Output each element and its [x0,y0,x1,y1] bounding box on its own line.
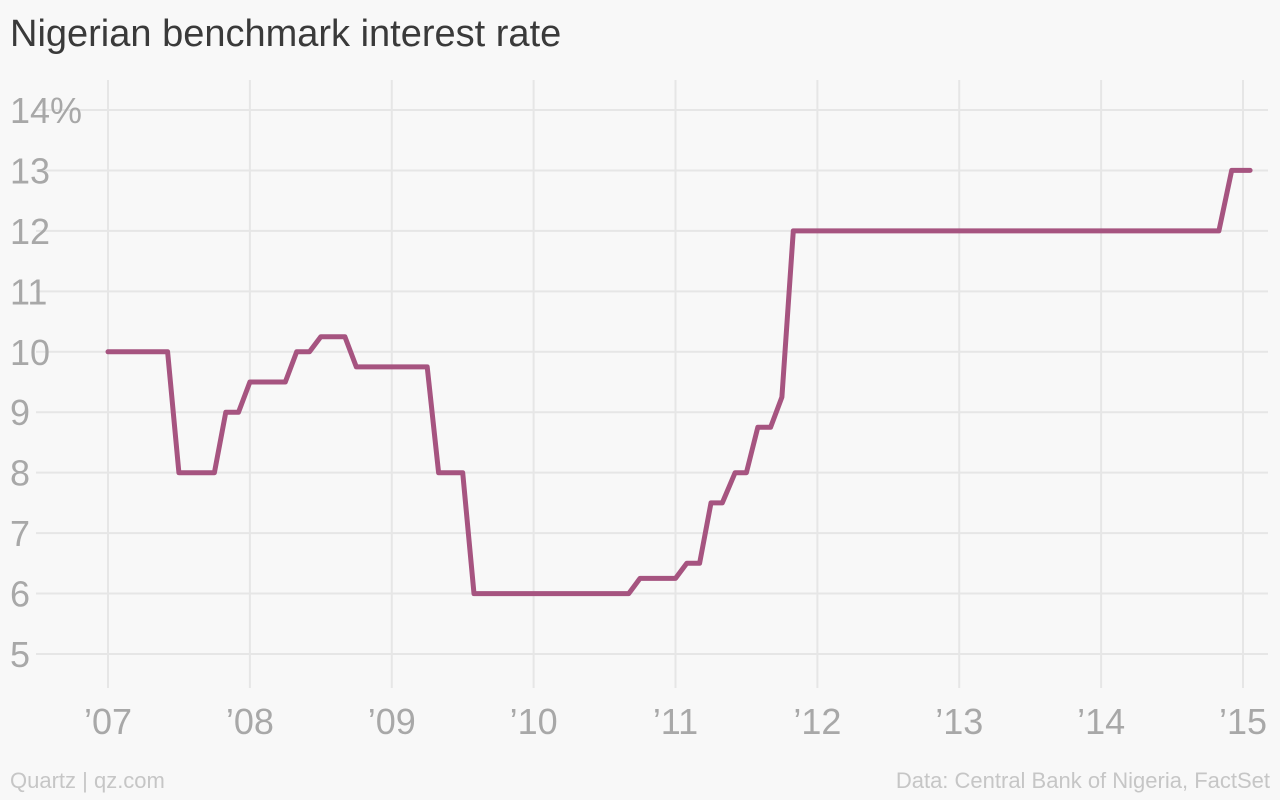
x-tick-label: ’08 [226,701,274,742]
data-point [236,410,241,415]
data-point [223,410,228,415]
data-point [957,228,962,233]
data-point [354,364,359,369]
y-tick-label: 9 [10,392,30,433]
x-tick-label: ’09 [368,701,416,742]
y-tick-label: 8 [10,453,30,494]
data-point [779,395,784,400]
data-point [684,561,689,566]
x-tick-label: ’07 [84,701,132,742]
data-point [106,349,111,354]
data-point [389,364,394,369]
data-point [165,349,170,354]
data-point [815,228,820,233]
x-tick-label: ’11 [653,701,698,742]
data-point [733,470,738,475]
data-point [1248,168,1253,173]
data-point [1216,228,1221,233]
x-tick-label: ’14 [1077,701,1125,742]
data-point [283,380,288,385]
data-point [768,425,773,430]
x-tick-label: ’13 [935,701,983,742]
footer-brand: Quartz | qz.com [10,768,165,793]
y-axis-tick-labels: 14% 13 12 11 10 9 8 7 6 5 [10,90,82,675]
y-tick-label: 10 [10,332,50,373]
data-point [460,470,465,475]
data-point [436,470,441,475]
footer-source: Data: Central Bank of Nigeria, FactSet [895,768,1270,793]
data-point [212,470,217,475]
horizontal-gridlines [36,109,1268,655]
y-tick-label: 11 [10,271,47,312]
y-tick-label: 14% [10,90,82,131]
data-point [425,364,430,369]
data-point [247,380,252,385]
data-point [673,576,678,581]
x-tick-label: ’12 [793,701,841,742]
data-point [755,425,760,430]
data-point [744,470,749,475]
data-point [626,591,631,596]
chart-title: Nigerian benchmark interest rate [10,13,562,55]
data-point [638,576,643,581]
data-point [1229,168,1234,173]
data-point [472,591,477,596]
data-point [791,228,796,233]
x-tick-label: ’10 [510,701,558,742]
y-tick-label: 13 [10,150,50,191]
data-point [709,500,714,505]
data-point [307,349,312,354]
data-point [697,561,702,566]
data-point [294,349,299,354]
data-point [1099,228,1104,233]
y-tick-label: 6 [10,574,30,615]
x-axis-tick-labels: ’07 ’08 ’09 ’10 ’11 ’12 ’13 ’14 ’15 [84,701,1267,742]
data-point [720,500,725,505]
y-tick-label: 5 [10,634,30,675]
series-layer [105,167,1253,597]
y-tick-label: 7 [10,513,30,554]
x-tick-label: ’15 [1219,701,1267,742]
data-point [342,334,347,339]
y-tick-label: 12 [10,211,50,252]
series-line [105,167,1253,597]
data-point [318,334,323,339]
data-point [176,470,181,475]
